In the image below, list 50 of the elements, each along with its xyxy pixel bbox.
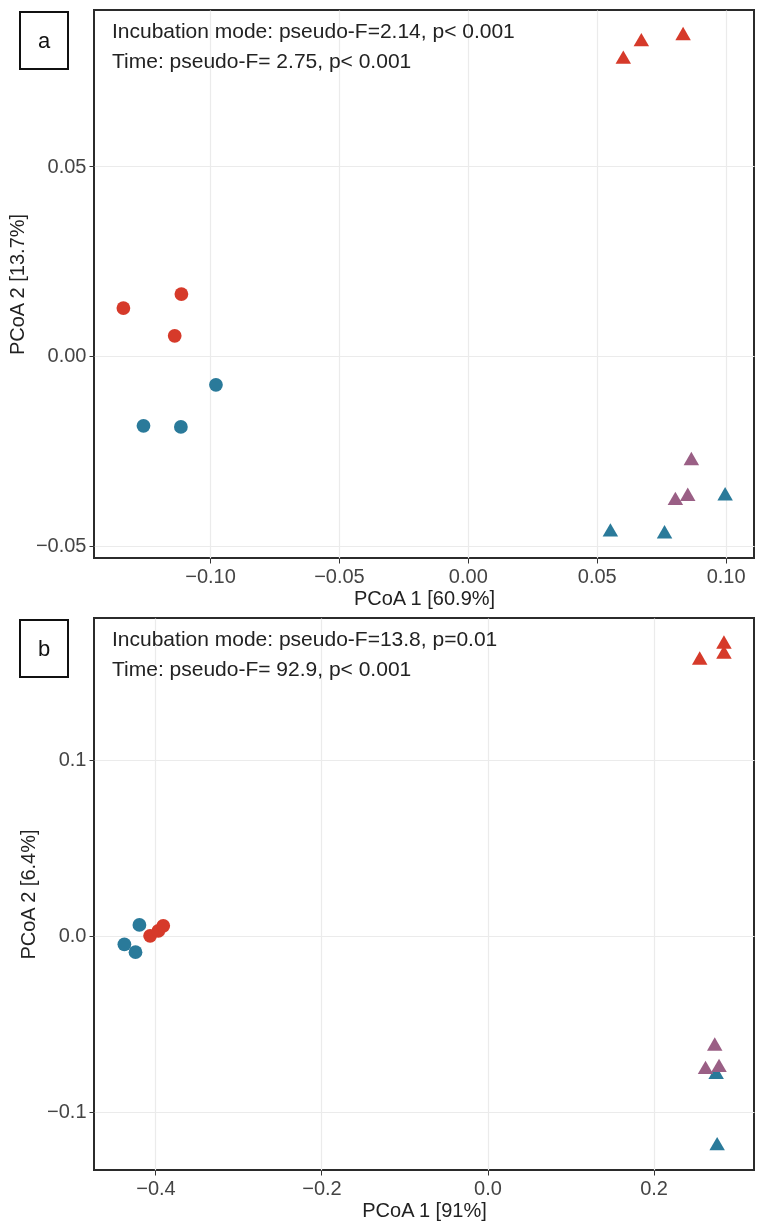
annotation: Time: pseudo-F= 92.9, p< 0.001 xyxy=(112,657,412,680)
point xyxy=(667,491,684,506)
point xyxy=(117,937,132,952)
x-tick-label: 0.00 xyxy=(448,564,488,587)
annotation: Incubation mode: pseudo-F=13.8, p=0.01 xyxy=(112,627,498,650)
x-tick-label: 0.0 xyxy=(474,1176,502,1199)
point xyxy=(656,525,673,539)
x-axis-title: PCoA 1 [91%] xyxy=(362,1198,487,1221)
text: b xyxy=(37,636,51,661)
x-tick-label: 0.2 xyxy=(640,1176,668,1199)
point xyxy=(716,635,732,649)
x-tick-label: −0.2 xyxy=(302,1176,342,1199)
point xyxy=(706,1037,723,1051)
point xyxy=(167,328,182,343)
point xyxy=(128,945,143,960)
x-tick-label: −0.10 xyxy=(185,564,236,587)
point xyxy=(633,32,650,47)
point xyxy=(697,1060,714,1075)
point xyxy=(174,287,189,301)
x-tick-label: −0.05 xyxy=(314,564,365,587)
annotation: Time: pseudo-F= 2.75, p< 0.001 xyxy=(112,49,412,72)
x-axis-title: PCoA 1 [60.9%] xyxy=(353,586,496,609)
y-tick-label: 0.1 xyxy=(58,748,87,771)
point xyxy=(709,1136,725,1151)
x-tick-label: 0.10 xyxy=(706,564,746,587)
point xyxy=(173,420,188,434)
point xyxy=(116,301,131,315)
y-axis-title: PCoA 2 [13.7%] xyxy=(5,213,28,356)
annotation: Incubation mode: pseudo-F=2.14, p< 0.001 xyxy=(112,19,515,42)
y-tick-label: 0.05 xyxy=(47,154,87,177)
y-tick-label: 0.0 xyxy=(58,924,87,947)
point xyxy=(717,487,733,501)
point xyxy=(675,26,691,41)
point xyxy=(615,50,632,64)
point xyxy=(711,1058,727,1073)
x-tick-label: 0.05 xyxy=(577,564,617,587)
point xyxy=(691,651,708,665)
point xyxy=(136,418,151,433)
y-tick-label: −0.1 xyxy=(47,1100,87,1123)
x-tick-label: −0.4 xyxy=(136,1176,176,1199)
y-tick-label: 0.00 xyxy=(47,344,87,367)
point xyxy=(683,451,700,466)
point xyxy=(680,487,696,501)
y-axis-title: PCoA 2 [6.4%] xyxy=(17,829,40,960)
point xyxy=(156,918,171,933)
y-tick-label: −0.05 xyxy=(35,534,87,557)
point xyxy=(209,377,223,392)
text: a xyxy=(37,28,51,53)
point xyxy=(602,523,619,537)
point xyxy=(132,918,147,932)
